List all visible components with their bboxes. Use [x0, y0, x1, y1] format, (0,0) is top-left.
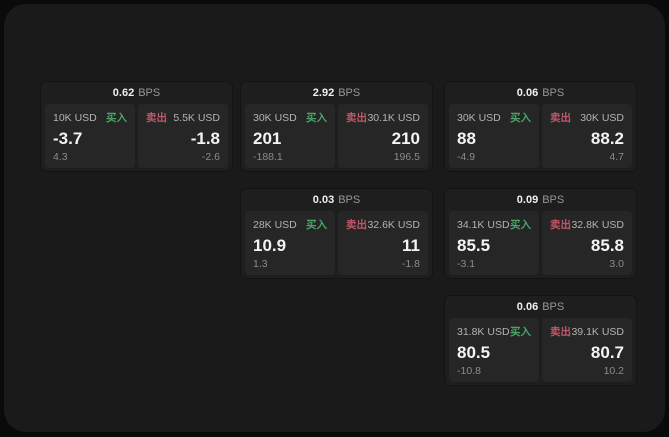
buy-price: -3.7 [53, 128, 83, 148]
quote-card: 0.62 BPS 10K USD 买入 -3.7 4.3 卖出 5.5K USD… [40, 81, 233, 172]
sell-delta: -1.8 [401, 258, 420, 270]
sell-price: 88.2 [590, 128, 624, 148]
bps-unit-label: BPS [338, 194, 361, 206]
sell-price: 85.8 [590, 235, 624, 255]
buy-delta: -188.1 [253, 151, 283, 163]
sell-delta: 10.2 [603, 365, 624, 377]
spread-value: 2.92 [312, 87, 335, 99]
buy-delta: 1.3 [253, 258, 268, 270]
sell-price: 210 [391, 128, 420, 148]
sell-price: 11 [402, 235, 420, 255]
quote-card: 0.06 BPS 30K USD 买入 88 -4.9 卖出 30K USD 8… [444, 81, 637, 172]
spread-value: 0.09 [516, 194, 539, 206]
sell-amount: 32.6K USD [367, 218, 420, 231]
buy-amount: 28K USD [253, 218, 297, 231]
sell-tile[interactable]: 卖出 30K USD 88.2 4.7 [542, 104, 632, 168]
buy-delta: -10.8 [457, 365, 481, 377]
sell-side-label: 卖出 [550, 326, 571, 338]
buy-amount: 10K USD [53, 111, 97, 124]
buy-price: 10.9 [253, 235, 287, 255]
buy-price: 88 [457, 128, 476, 148]
sell-price: 80.7 [590, 342, 624, 362]
buy-tile[interactable]: 30K USD 买入 88 -4.9 [449, 104, 539, 168]
sell-amount: 30K USD [580, 111, 624, 124]
sell-amount: 5.5K USD [173, 111, 220, 124]
bps-unit-label: BPS [338, 87, 361, 99]
spread-header: 2.92 BPS [241, 82, 432, 104]
bps-unit-label: BPS [138, 87, 161, 99]
spread-header: 0.06 BPS [445, 296, 636, 318]
sell-side-label: 卖出 [550, 219, 571, 231]
sell-tile[interactable]: 卖出 5.5K USD -1.8 -2.6 [138, 104, 228, 168]
sell-delta: 4.7 [609, 151, 624, 163]
spread-value: 0.06 [516, 87, 539, 99]
sell-side-label: 卖出 [550, 112, 571, 124]
quote-card: 0.06 BPS 31.8K USD 买入 80.5 -10.8 卖出 39.1… [444, 295, 637, 386]
buy-side-label: 买入 [106, 112, 127, 124]
buy-price: 80.5 [457, 342, 491, 362]
buy-price: 201 [253, 128, 282, 148]
buy-side-label: 买入 [510, 326, 531, 338]
buy-amount: 30K USD [253, 111, 297, 124]
buy-delta: 4.3 [53, 151, 68, 163]
quote-card: 0.09 BPS 34.1K USD 买入 85.5 -3.1 卖出 32.8K… [444, 188, 637, 279]
sell-tile[interactable]: 卖出 32.8K USD 85.8 3.0 [542, 211, 632, 275]
buy-tile[interactable]: 34.1K USD 买入 85.5 -3.1 [449, 211, 539, 275]
sell-delta: 196.5 [393, 151, 420, 163]
sell-side-label: 卖出 [146, 112, 167, 124]
buy-side-label: 买入 [510, 219, 531, 231]
sell-amount: 32.8K USD [571, 218, 624, 231]
spread-header: 0.03 BPS [241, 189, 432, 211]
buy-tile[interactable]: 28K USD 买入 10.9 1.3 [245, 211, 335, 275]
buy-tile[interactable]: 10K USD 买入 -3.7 4.3 [45, 104, 135, 168]
spread-header: 0.09 BPS [445, 189, 636, 211]
buy-amount: 30K USD [457, 111, 501, 124]
buy-side-label: 买入 [306, 219, 327, 231]
buy-tile[interactable]: 31.8K USD 买入 80.5 -10.8 [449, 318, 539, 382]
spread-header: 0.06 BPS [445, 82, 636, 104]
sell-delta: -2.6 [201, 151, 220, 163]
sell-tile[interactable]: 卖出 32.6K USD 11 -1.8 [338, 211, 428, 275]
quote-card: 0.03 BPS 28K USD 买入 10.9 1.3 卖出 32.6K US… [240, 188, 433, 279]
buy-delta: -4.9 [457, 151, 476, 163]
spread-value: 0.62 [112, 87, 135, 99]
sell-tile[interactable]: 卖出 30.1K USD 210 196.5 [338, 104, 428, 168]
buy-tile[interactable]: 30K USD 买入 201 -188.1 [245, 104, 335, 168]
bps-unit-label: BPS [542, 87, 565, 99]
spread-value: 0.03 [312, 194, 335, 206]
sell-price: -1.8 [190, 128, 220, 148]
buy-amount: 31.8K USD [457, 325, 510, 338]
bps-unit-label: BPS [542, 194, 565, 206]
sell-amount: 39.1K USD [571, 325, 624, 338]
sell-amount: 30.1K USD [367, 111, 420, 124]
spread-header: 0.62 BPS [41, 82, 232, 104]
sell-delta: 3.0 [609, 258, 624, 270]
sell-tile[interactable]: 卖出 39.1K USD 80.7 10.2 [542, 318, 632, 382]
sell-side-label: 卖出 [346, 219, 367, 231]
quote-card: 2.92 BPS 30K USD 买入 201 -188.1 卖出 30.1K … [240, 81, 433, 172]
quote-board-panel: 0.62 BPS 10K USD 买入 -3.7 4.3 卖出 5.5K USD… [4, 4, 665, 432]
sell-side-label: 卖出 [346, 112, 367, 124]
buy-delta: -3.1 [457, 258, 476, 270]
buy-side-label: 买入 [306, 112, 327, 124]
buy-price: 85.5 [457, 235, 491, 255]
buy-side-label: 买入 [510, 112, 531, 124]
bps-unit-label: BPS [542, 301, 565, 313]
spread-value: 0.06 [516, 301, 539, 313]
buy-amount: 34.1K USD [457, 218, 510, 231]
